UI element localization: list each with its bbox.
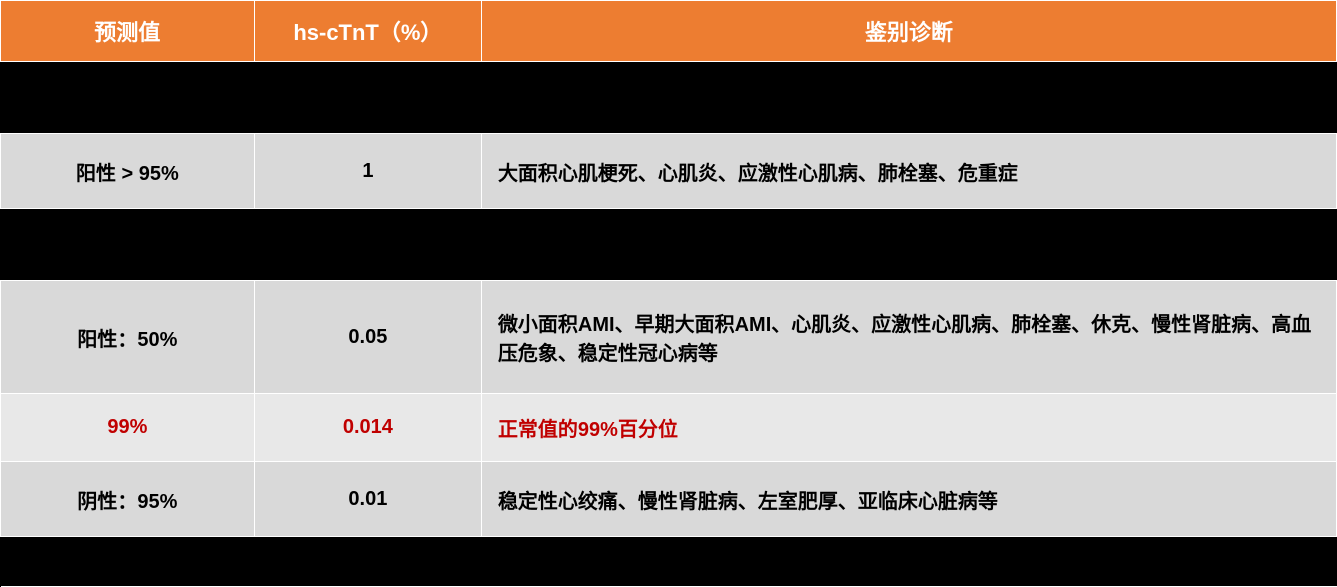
spacer-row [1, 537, 1337, 587]
column-header-diagnosis: 鉴别诊断 [481, 1, 1336, 62]
spacer-cell [1, 537, 1337, 587]
table-body: 阳性 > 95% 1 大面积心肌梗死、心肌炎、应激性心肌病、肺栓塞、危重症 阳性… [1, 62, 1337, 587]
table-header-row: 预测值 hs-cTnT（%） 鉴别诊断 [1, 1, 1337, 62]
cell-diagnosis: 大面积心肌梗死、心肌炎、应激性心肌病、肺栓塞、危重症 [481, 134, 1336, 209]
column-header-hsctnt: hs-cTnT（%） [254, 1, 481, 62]
cell-hsctnt: 0.01 [254, 462, 481, 537]
table-row: 阴性：95% 0.01 稳定性心绞痛、慢性肾脏病、左室肥厚、亚临床心脏病等 [1, 462, 1337, 537]
table-row: 阳性 > 95% 1 大面积心肌梗死、心肌炎、应激性心肌病、肺栓塞、危重症 [1, 134, 1337, 209]
diagnostic-table: 预测值 hs-cTnT（%） 鉴别诊断 阳性 > 95% 1 大面积心肌梗死、心… [0, 0, 1337, 587]
cell-prediction-highlight: 99% [1, 393, 255, 462]
spacer-row [1, 209, 1337, 281]
spacer-cell [1, 209, 1337, 281]
cell-diagnosis: 稳定性心绞痛、慢性肾脏病、左室肥厚、亚临床心脏病等 [481, 462, 1336, 537]
cell-diagnosis-highlight: 正常值的99%百分位 [481, 393, 1336, 462]
table-container: 预测值 hs-cTnT（%） 鉴别诊断 阳性 > 95% 1 大面积心肌梗死、心… [0, 0, 1337, 587]
cell-hsctnt-highlight: 0.014 [254, 393, 481, 462]
cell-diagnosis: 微小面积AMI、早期大面积AMI、心肌炎、应激性心肌病、肺栓塞、休克、慢性肾脏病… [481, 281, 1336, 393]
cell-hsctnt: 0.05 [254, 281, 481, 393]
table-row: 阳性：50% 0.05 微小面积AMI、早期大面积AMI、心肌炎、应激性心肌病、… [1, 281, 1337, 393]
column-header-prediction: 预测值 [1, 1, 255, 62]
spacer-cell [1, 62, 1337, 134]
cell-prediction: 阳性 > 95% [1, 134, 255, 209]
cell-prediction: 阴性：95% [1, 462, 255, 537]
cell-hsctnt: 1 [254, 134, 481, 209]
spacer-row [1, 62, 1337, 134]
cell-prediction: 阳性：50% [1, 281, 255, 393]
table-row-highlight: 99% 0.014 正常值的99%百分位 [1, 393, 1337, 462]
